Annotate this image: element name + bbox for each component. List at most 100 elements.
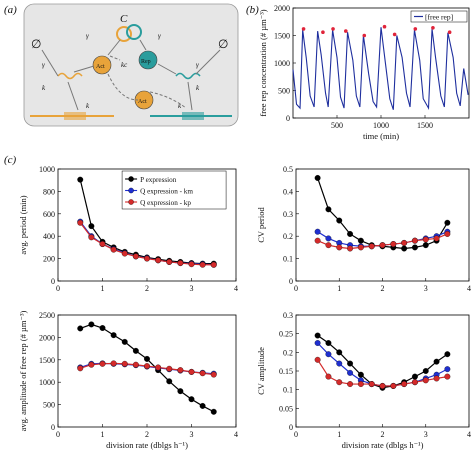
- diagram-background: [23, 3, 239, 127]
- series-2-point: [77, 219, 84, 226]
- series-2-point: [121, 360, 128, 367]
- x-tick-label: 2: [381, 284, 385, 293]
- x-tick-label: 1500: [417, 121, 433, 130]
- x-tick-label: 1: [101, 430, 105, 439]
- activator-protein-bottom: [134, 90, 154, 110]
- x-tick-label: 4: [234, 430, 238, 439]
- series-2-point: [379, 382, 386, 389]
- peak-marker: [413, 27, 418, 31]
- empty-set-right: ∅: [218, 37, 228, 51]
- legend-entry: P expression: [140, 176, 177, 184]
- plot-frame-c2: [295, 168, 470, 282]
- x-axis-label: division rate (dblgs h⁻¹): [106, 440, 188, 450]
- y-tick-label: 800: [43, 187, 55, 196]
- series-0-point: [88, 321, 95, 328]
- x-axis-label: division rate (dblgs h⁻¹): [342, 440, 424, 450]
- peak-marker: [447, 30, 452, 34]
- series-2-point: [347, 381, 354, 388]
- y-tick-label: 1500: [39, 356, 55, 365]
- kc-label: kc: [121, 61, 128, 69]
- y-tick-label: 1500: [274, 32, 290, 41]
- series-2-point: [166, 259, 173, 265]
- legend-label: [free rep]: [425, 13, 453, 22]
- repressor-gene-box: [182, 112, 204, 120]
- series-1-point: [314, 228, 321, 235]
- x-tick-label: 2: [381, 430, 385, 439]
- y-tick-label: 0.05: [279, 404, 293, 413]
- series-2-point: [155, 257, 162, 264]
- series-0-point: [325, 340, 332, 346]
- x-tick-label: 4: [467, 284, 471, 293]
- peak-marker: [344, 29, 348, 33]
- x-axis-label: time (min): [363, 131, 399, 141]
- series-2-point: [99, 360, 106, 367]
- series-2-point: [88, 361, 95, 368]
- series-2-point: [110, 246, 117, 253]
- series-0-point: [347, 231, 354, 237]
- series-0-point: [144, 355, 150, 362]
- x-tick-label: 2: [145, 430, 149, 439]
- y-tick-label: 500: [278, 87, 290, 96]
- series-0-point: [132, 347, 139, 354]
- series-2-point: [347, 245, 354, 252]
- y-tick-label: 0.15: [279, 367, 293, 376]
- legend-box: [410, 10, 468, 23]
- series-2-point: [390, 382, 397, 389]
- series-0-point: [444, 219, 451, 226]
- series-0-point: [314, 175, 321, 181]
- series-2-point: [166, 365, 173, 372]
- panel-label-a: (a): [4, 4, 17, 16]
- series-2-point: [210, 261, 217, 268]
- series-1-point: [347, 369, 354, 376]
- complex-repressor-shape: [126, 24, 142, 40]
- y-axis-label: avg. amplitude of free rep (# µm⁻³): [18, 310, 28, 431]
- series-1-point: [336, 360, 343, 367]
- series-0-point: [177, 388, 184, 395]
- x-tick-label: 1000: [373, 121, 389, 130]
- y-axis-label: CV period: [256, 207, 266, 243]
- act-label-bottom: Act: [138, 99, 147, 105]
- x-tick-label: 3: [190, 284, 194, 293]
- series-2-point: [401, 239, 408, 246]
- panel-label-b: (b): [246, 4, 259, 16]
- legend-entry: Q expression - kp: [140, 199, 191, 207]
- series-2-point: [99, 241, 106, 247]
- peak-marker: [301, 27, 306, 31]
- y-tick-label: 600: [43, 210, 55, 219]
- y-tick-label: 0.1: [283, 386, 293, 395]
- series-2-point: [155, 364, 162, 371]
- series-2-point: [401, 381, 408, 388]
- series-2-point: [411, 237, 418, 244]
- series-0-point: [88, 223, 95, 230]
- repressor-protein-top: [138, 50, 158, 70]
- series-2-point: [390, 241, 397, 247]
- gamma-label-left: γ: [42, 61, 45, 69]
- series-0-point: [336, 349, 343, 356]
- series-2-point: [379, 242, 386, 249]
- diagram-arrows: [41, 39, 221, 111]
- series-2-point: [144, 363, 150, 370]
- series-2-point: [144, 255, 150, 262]
- x-tick-label: 3: [424, 430, 428, 439]
- panel-label-c: (c): [4, 154, 17, 166]
- series-2-point: [121, 250, 128, 257]
- series-0-point: [121, 338, 128, 345]
- y-tick-label: 2000: [274, 4, 290, 13]
- y-tick-label: 2000: [39, 333, 55, 342]
- empty-set-left: ∅: [31, 37, 41, 51]
- y-tick-label: 0.2: [283, 348, 293, 357]
- activator-protein-top: [92, 55, 112, 75]
- peak-marker: [321, 30, 325, 34]
- series-2-point: [368, 381, 375, 388]
- y-tick-label: 0.4: [283, 187, 293, 196]
- y-tick-label: 0.5: [283, 165, 293, 174]
- series-2-point: [357, 244, 364, 251]
- x-tick-label: 1: [337, 284, 341, 293]
- series-2-point: [357, 381, 364, 388]
- series-0-point: [199, 402, 206, 409]
- legend-marker: [128, 199, 134, 205]
- x-tick-label: 0: [294, 430, 298, 439]
- series-0-point: [357, 371, 364, 378]
- rep-label: Rep: [141, 59, 151, 65]
